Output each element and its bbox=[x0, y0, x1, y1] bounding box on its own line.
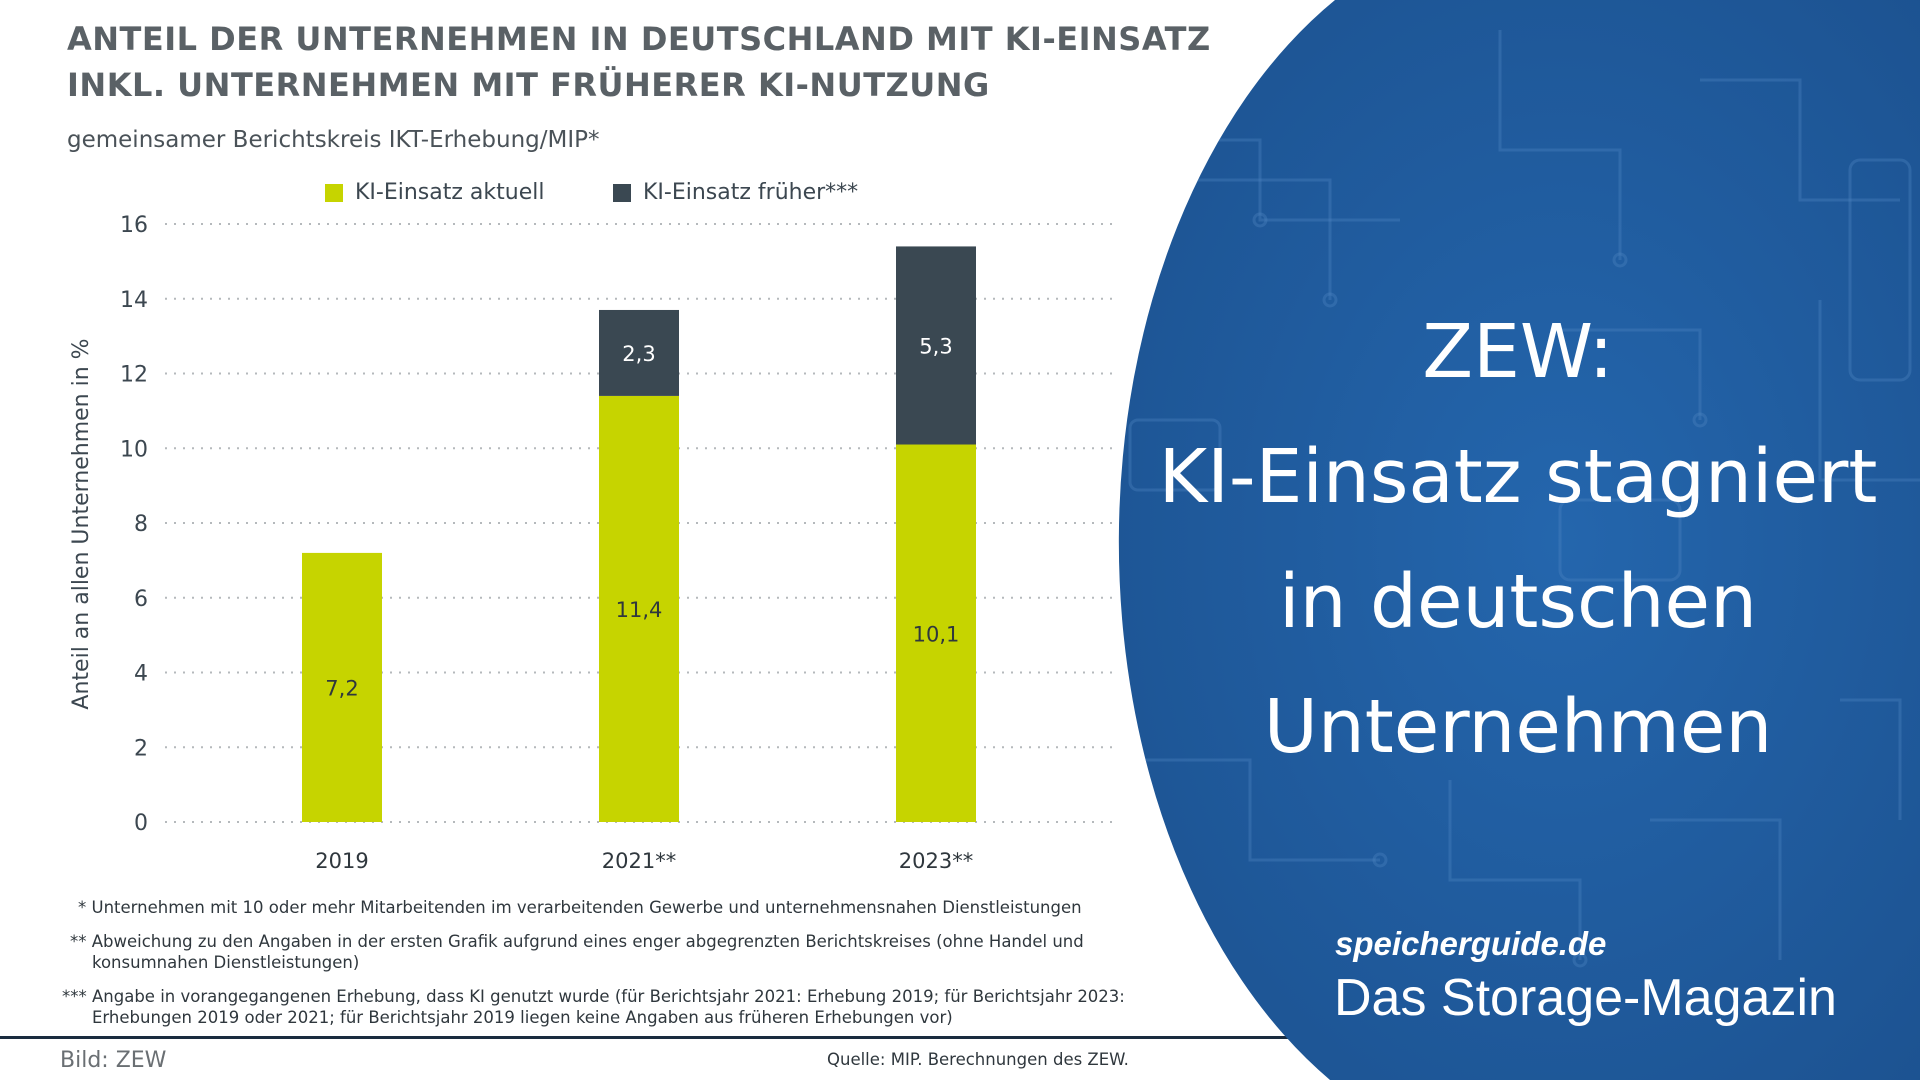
source-note: Quelle: MIP. Berechnungen des ZEW. bbox=[827, 1050, 1129, 1069]
y-tick-label: 10 bbox=[120, 437, 148, 462]
bar-current-0 bbox=[302, 552, 382, 822]
data-label: 7,2 bbox=[325, 676, 358, 700]
chart-title-line-2: INKL. UNTERNEHMEN MIT FRÜHERER KI-NUTZUN… bbox=[67, 66, 990, 104]
data-label: 11,4 bbox=[616, 598, 663, 622]
bottom-divider bbox=[0, 1036, 1920, 1039]
headline-line-3: in deutschen bbox=[1279, 559, 1757, 645]
footnote-2: ** Abweichung zu den Angaben in der erst… bbox=[70, 932, 1084, 972]
headline-line-1: ZEW: bbox=[1422, 309, 1614, 395]
x-tick-label: 2019 bbox=[315, 849, 368, 873]
data-label: 2,3 bbox=[622, 342, 655, 366]
bar-current-1 bbox=[599, 395, 679, 822]
bar-current-2 bbox=[896, 444, 976, 822]
brand-tagline: Das Storage-Magazin bbox=[1334, 969, 1837, 1027]
legend-item-former: KI-Einsatz früher*** bbox=[613, 180, 858, 205]
y-tick-label: 4 bbox=[134, 662, 148, 687]
legend-swatch-former bbox=[613, 183, 631, 202]
brand-logo-text: speicherguide.de bbox=[1335, 925, 1607, 962]
y-tick-label: 0 bbox=[134, 811, 148, 836]
footnote-1: * Unternehmen mit 10 oder mehr Mitarbeit… bbox=[78, 898, 1082, 917]
y-tick-label: 8 bbox=[134, 512, 148, 537]
legend-swatch-current bbox=[325, 183, 343, 202]
data-label: 10,1 bbox=[913, 622, 960, 646]
image-credit: Bild: ZEW bbox=[60, 1048, 167, 1073]
footnote-3: *** Angabe in vorangegangenen Erhebung, … bbox=[62, 987, 1125, 1027]
legend-label-former: KI-Einsatz früher*** bbox=[643, 180, 859, 205]
y-axis-label: Anteil an allen Unternehmen in % bbox=[69, 338, 94, 709]
legend-item-current: KI-Einsatz aktuell bbox=[325, 180, 544, 205]
chart-subtitle: gemeinsamer Berichtskreis IKT-Erhebung/M… bbox=[67, 127, 600, 153]
x-tick-label: 2021** bbox=[602, 849, 676, 873]
bar-former-1 bbox=[599, 309, 679, 396]
legend-label-current: KI-Einsatz aktuell bbox=[355, 180, 545, 205]
y-tick-label: 12 bbox=[120, 363, 148, 388]
y-tick-label: 6 bbox=[134, 587, 148, 612]
y-tick-label: 14 bbox=[120, 288, 148, 313]
chart-title-line-1: ANTEIL DER UNTERNEHMEN IN DEUTSCHLAND MI… bbox=[67, 20, 1211, 58]
data-label: 5,3 bbox=[919, 334, 952, 358]
y-tick-label: 16 bbox=[120, 213, 148, 238]
y-tick-label: 2 bbox=[134, 736, 148, 761]
headline-line-2: KI-Einsatz stagniert bbox=[1158, 434, 1878, 520]
headline-line-4: Unternehmen bbox=[1263, 684, 1773, 770]
x-tick-label: 2023** bbox=[899, 849, 973, 873]
bar-former-2 bbox=[896, 246, 976, 445]
